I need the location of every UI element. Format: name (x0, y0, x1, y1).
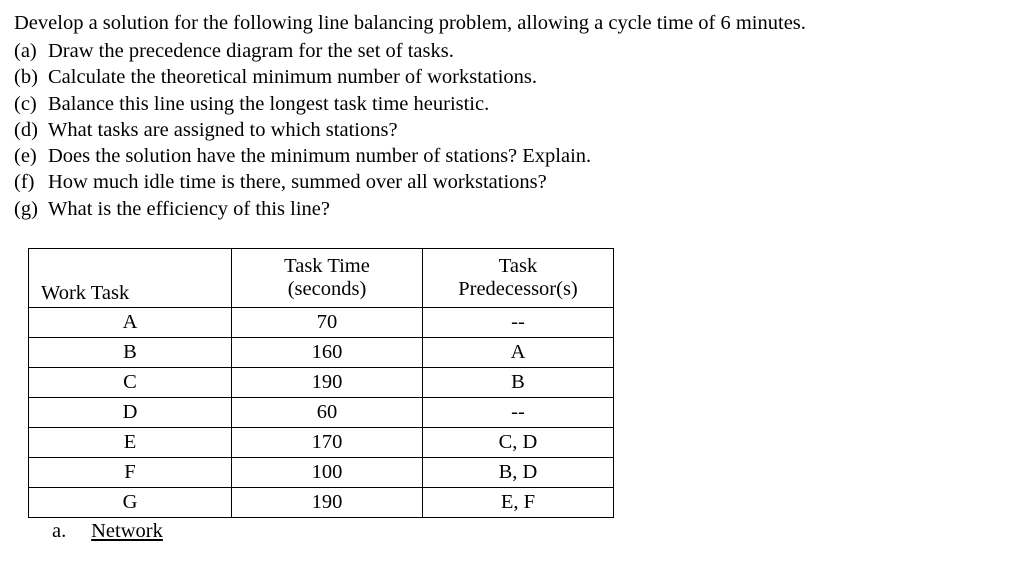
cell-pred: -- (423, 307, 614, 337)
cell-time: 70 (232, 307, 423, 337)
cell-time: 170 (232, 427, 423, 457)
question-item: (b) Calculate the theoretical minimum nu… (14, 64, 1010, 90)
cell-time: 190 (232, 487, 423, 517)
cell-pred: E, F (423, 487, 614, 517)
table-row: G 190 E, F (29, 487, 614, 517)
question-item: (e) Does the solution have the minimum n… (14, 143, 1010, 169)
question-marker: (g) (14, 196, 48, 222)
table-row: B 160 A (29, 337, 614, 367)
cell-task: D (29, 397, 232, 427)
question-text: Draw the precedence diagram for the set … (48, 38, 454, 64)
cell-time: 190 (232, 367, 423, 397)
header-task-time-top: Task Time (232, 248, 423, 278)
question-list: (a) Draw the precedence diagram for the … (14, 38, 1010, 222)
question-marker: (d) (14, 117, 48, 143)
cell-time: 100 (232, 457, 423, 487)
task-table: Work Task Task Time Task (seconds) Prede… (28, 248, 614, 518)
header-predecessor-bot: Predecessor(s) (423, 278, 614, 308)
question-item: (c) Balance this line using the longest … (14, 91, 1010, 117)
table-row: F 100 B, D (29, 457, 614, 487)
table-row: D 60 -- (29, 397, 614, 427)
question-item: (a) Draw the precedence diagram for the … (14, 38, 1010, 64)
question-text: Does the solution have the minimum numbe… (48, 143, 591, 169)
cell-time: 60 (232, 397, 423, 427)
cell-task: G (29, 487, 232, 517)
cell-pred: B, D (423, 457, 614, 487)
question-item: (d) What tasks are assigned to which sta… (14, 117, 1010, 143)
table-header-row: Work Task Task Time Task (29, 248, 614, 278)
question-marker: (f) (14, 169, 48, 195)
intro-text: Develop a solution for the following lin… (14, 10, 1010, 36)
table-row: A 70 -- (29, 307, 614, 337)
question-marker: (a) (14, 38, 48, 64)
cell-pred: C, D (423, 427, 614, 457)
question-text: What tasks are assigned to which station… (48, 117, 398, 143)
cell-pred: B (423, 367, 614, 397)
header-predecessor-top: Task (423, 248, 614, 278)
table-row: C 190 B (29, 367, 614, 397)
page-root: Develop a solution for the following lin… (0, 0, 1024, 543)
cell-task: A (29, 307, 232, 337)
cell-pred: A (423, 337, 614, 367)
cell-task: F (29, 457, 232, 487)
question-text: What is the efficiency of this line? (48, 196, 330, 222)
cell-task: B (29, 337, 232, 367)
table-row: E 170 C, D (29, 427, 614, 457)
header-work-task: Work Task (29, 248, 232, 307)
cell-pred: -- (423, 397, 614, 427)
cell-task: E (29, 427, 232, 457)
header-task-time-bot: (seconds) (232, 278, 423, 308)
cell-task: C (29, 367, 232, 397)
footer-label: Network (91, 520, 163, 542)
question-text: Balance this line using the longest task… (48, 91, 489, 117)
cell-time: 160 (232, 337, 423, 367)
question-marker: (e) (14, 143, 48, 169)
question-marker: (c) (14, 91, 48, 117)
footer-note: a. Network (52, 520, 1010, 543)
question-item: (f) How much idle time is there, summed … (14, 169, 1010, 195)
question-item: (g) What is the efficiency of this line? (14, 196, 1010, 222)
task-table-wrap: Work Task Task Time Task (seconds) Prede… (28, 248, 1010, 543)
question-text: Calculate the theoretical minimum number… (48, 64, 537, 90)
question-marker: (b) (14, 64, 48, 90)
question-text: How much idle time is there, summed over… (48, 169, 547, 195)
footer-marker: a. (52, 520, 86, 543)
